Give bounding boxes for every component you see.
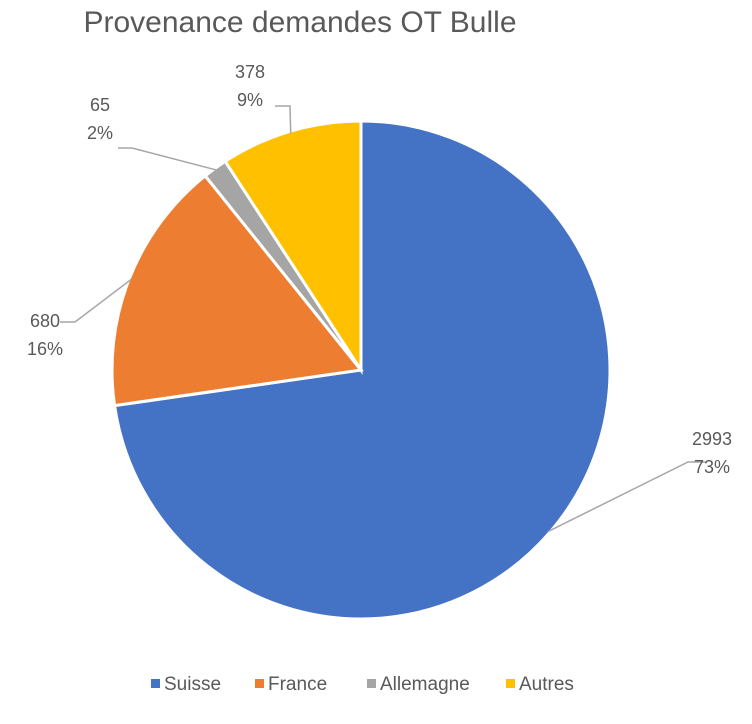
leader-line [118,147,217,171]
percent-label: 73% [694,457,730,477]
pie-slice [110,173,364,408]
data-label: 680 [30,311,60,331]
leader-line [547,461,705,533]
chart-title: Provenance demandes OT Bulle [83,6,516,39]
legend-label: Suisse [164,674,221,695]
percent-label: 2% [87,123,113,143]
legend-label: France [268,674,327,695]
data-label: 65 [90,95,110,115]
legend-swatch [367,679,376,688]
legend-swatch [506,679,515,688]
legend-swatch [255,679,264,688]
data-label: 2993 [692,429,732,449]
legend-label: Allemagne [380,674,470,695]
legend-swatch [151,679,160,688]
percent-label: 9% [237,90,263,110]
leader-line [275,105,292,134]
legend-label: Autres [519,674,574,695]
leader-line [60,278,132,323]
data-label: 378 [235,62,265,82]
percent-label: 16% [27,339,63,359]
